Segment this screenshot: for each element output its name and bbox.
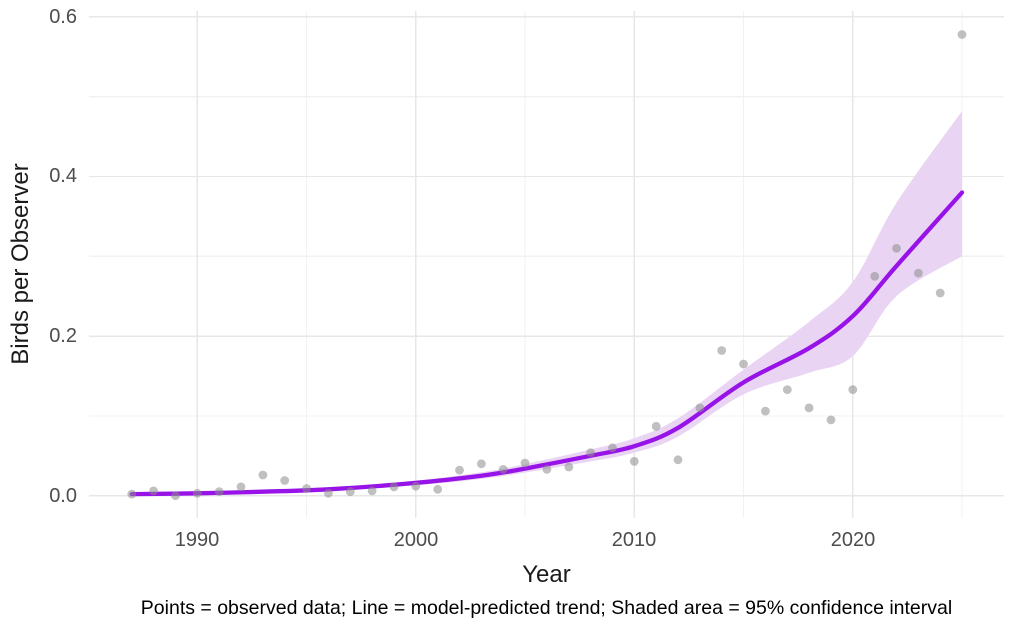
data-point: [542, 465, 552, 474]
data-point: [586, 448, 595, 457]
data-point: [695, 403, 705, 413]
data-point: [192, 488, 202, 498]
data-point: [848, 385, 858, 394]
data-point: [826, 415, 836, 425]
data-point: [302, 484, 311, 493]
data-point: [498, 465, 508, 474]
data-point: [127, 489, 137, 499]
y-tick-label: 0.2: [49, 325, 77, 347]
data-point: [411, 481, 421, 491]
data-point: [345, 487, 355, 497]
data-point: [477, 459, 486, 469]
data-point: [367, 486, 377, 496]
data-point: [171, 491, 180, 501]
data-point: [739, 359, 748, 369]
confidence-ribbon: [131, 111, 963, 495]
data-point: [258, 470, 268, 480]
data-point: [782, 385, 792, 394]
data-point: [389, 482, 399, 492]
data-point: [629, 457, 639, 466]
data-point: [914, 268, 923, 278]
x-axis-title: Year: [522, 561, 571, 588]
caption: Points = observed data; Line = model-pre…: [140, 597, 953, 619]
data-point: [804, 403, 814, 413]
data-point: [935, 288, 945, 298]
y-tick-label: 0.6: [49, 6, 77, 28]
data-point: [957, 30, 967, 39]
data-point: [455, 465, 464, 475]
data-point: [892, 243, 901, 253]
data-point: [564, 462, 574, 472]
data-point: [324, 488, 333, 498]
data-point: [433, 484, 443, 494]
data-point: [520, 458, 530, 468]
data-point: [608, 443, 617, 453]
data-point: [236, 482, 246, 492]
data-point: [651, 421, 661, 431]
y-axis-title: Birds per Observer: [7, 163, 34, 365]
y-tick-label: 0.0: [49, 485, 77, 507]
x-tick-label: 1990: [174, 529, 220, 551]
data-point: [214, 487, 224, 497]
data-point: [761, 406, 770, 416]
data-point: [870, 271, 880, 281]
x-tick-label: 2000: [393, 529, 439, 551]
y-tick-label: 0.4: [49, 165, 77, 187]
data-point: [673, 455, 683, 465]
data-point: [717, 346, 727, 355]
x-tick-label: 2010: [611, 529, 657, 551]
x-tick-label: 2020: [830, 529, 876, 551]
data-point: [149, 486, 159, 496]
data-point: [280, 476, 290, 485]
